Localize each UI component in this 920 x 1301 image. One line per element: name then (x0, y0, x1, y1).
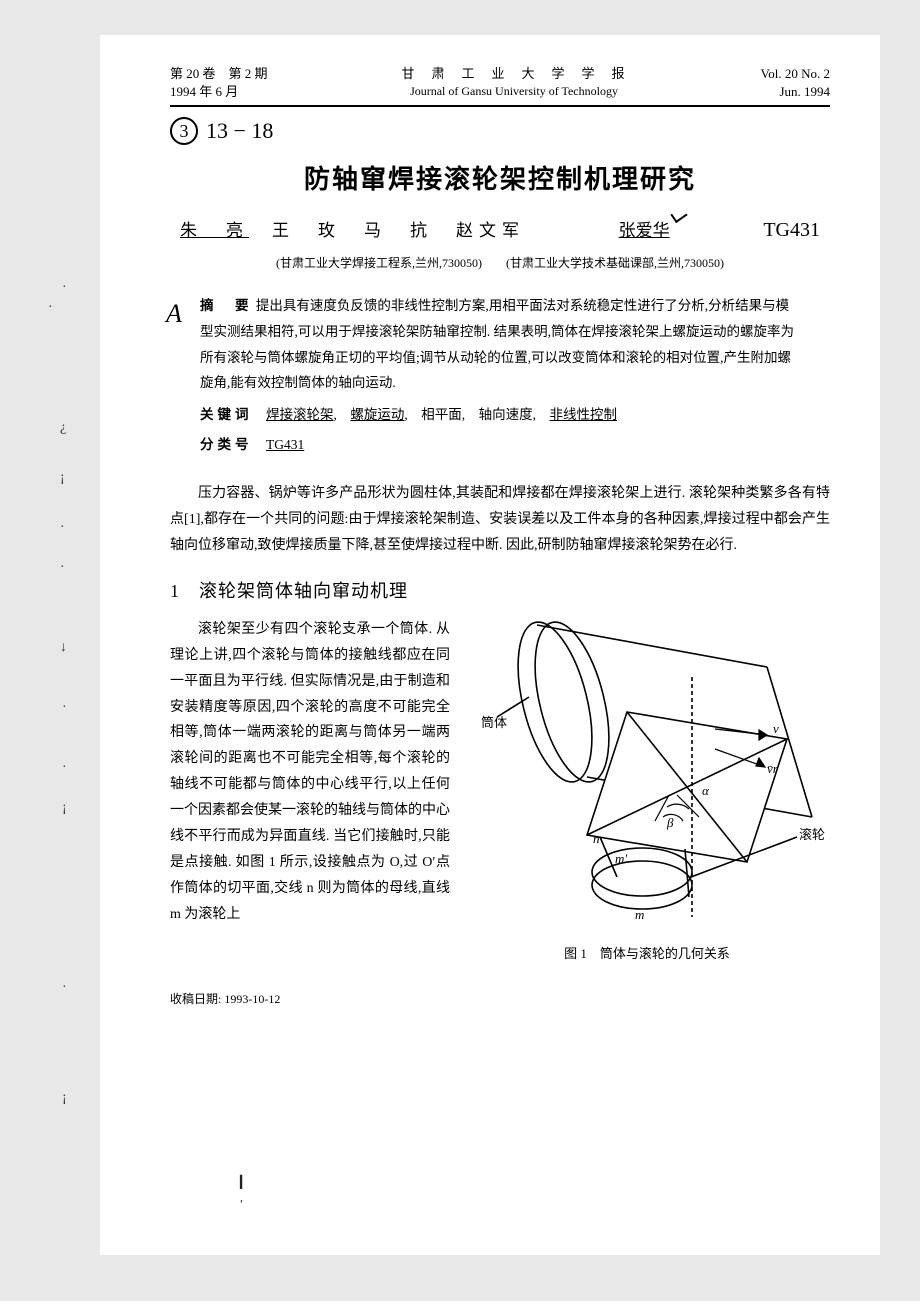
authors-rest: 王 玫 马 抗 赵文军 (249, 221, 525, 240)
foot-bar: ▎ (240, 1175, 249, 1190)
page-range-handwritten: 13 − 18 (206, 118, 273, 144)
circled-number: 3 (170, 117, 198, 145)
footer-marks: ▎ , (240, 1175, 249, 1205)
fig-sym-n: n (593, 831, 600, 846)
kw-4: 轴向速度 (479, 407, 533, 422)
fig-sym-v: v (773, 721, 779, 736)
left-text-column: 滚轮架至少有四个滚轮支承一个筒体. 从理论上讲,四个滚轮与筒体的接触线都应在同一… (170, 617, 450, 962)
two-column-area: 滚轮架至少有四个滚轮支承一个筒体. 从理论上讲,四个滚轮与筒体的接触线都应在同一… (170, 617, 830, 962)
fig-sym-mp: m′ (615, 851, 627, 866)
classification-label: 分类号 (200, 437, 253, 452)
paper-title: 防轴窜焊接滚轮架控制机理研究 (170, 159, 830, 196)
section-title: 滚轮架筒体轴向窜动机理 (199, 581, 408, 601)
authors-main: 朱 亮 王 玫 马 抗 赵文军 (180, 216, 525, 241)
vol-issue-en: Vol. 20 No. 2 (761, 65, 830, 83)
fig-sym-alpha: α (702, 783, 710, 798)
figure-caption: 图 1 筒体与滚轮的几何关系 (564, 943, 730, 962)
handwritten-row: 3 13 − 18 (170, 117, 830, 145)
abstract-label: 摘 要 (200, 298, 253, 313)
header-left: 第 20 卷 第 2 期 1994 年 6 月 (170, 65, 268, 101)
abstract-block: A 摘 要 提出具有速度负反馈的非线性控制方案,用相平面法对系统稳定性进行了分析… (200, 293, 800, 457)
running-header: 第 20 卷 第 2 期 1994 年 6 月 甘 肃 工 业 大 学 学 报 … (170, 65, 830, 107)
journal-cn: 甘 肃 工 业 大 学 学 报 (402, 65, 627, 83)
received-date: 收稿日期: 1993-10-12 (170, 990, 830, 1007)
scan-edge-noise: · · ¿ ¡ · · ↓ · · ¡ · ¡ (0, 0, 100, 1301)
fig-label-body: 筒体 (481, 715, 507, 730)
section-paragraph: 滚轮架至少有四个滚轮支承一个筒体. 从理论上讲,四个滚轮与筒体的接触线都应在同一… (170, 617, 450, 928)
classification-code: TG431 (266, 437, 304, 452)
kw-1: 焊接滚轮架 (266, 407, 334, 422)
section-heading: 1 滚轮架筒体轴向窜动机理 (170, 577, 830, 603)
fig-label-roller: 滚轮 (799, 827, 825, 842)
handwritten-letter-a: A (166, 289, 182, 338)
intro-paragraph: 压力容器、锅炉等许多产品形状为圆柱体,其装配和焊接都在焊接滚轮架上进行. 滚轮架… (170, 481, 830, 559)
intro-text: 压力容器、锅炉等许多产品形状为圆柱体,其装配和焊接都在焊接滚轮架上进行. 滚轮架… (170, 481, 830, 559)
fig-sym-m: m (635, 907, 644, 922)
journal-en: Journal of Gansu University of Technolog… (402, 83, 627, 100)
author-zhang-aihua: 张爱华 (619, 216, 670, 241)
section-number: 1 (170, 581, 180, 601)
figure-1-svg: 筒体 滚轮 v v̄r α β n m m′ (467, 617, 827, 937)
authors-row: 朱 亮 王 玫 马 抗 赵文军 张爱华 TG431 (170, 216, 830, 242)
kw-3: 相平面 (421, 407, 462, 422)
figure-column: 筒体 滚轮 v v̄r α β n m m′ 图 1 筒体与滚轮的几何关系 (464, 617, 830, 962)
date-en: Jun. 1994 (761, 83, 830, 101)
fig-sym-vr: v̄r (767, 761, 779, 776)
keywords-line: 关键词 焊接滚轮架, 螺旋运动, 相平面, 轴向速度, 非线性控制 (200, 402, 800, 428)
date-cn: 1994 年 6 月 (170, 83, 268, 101)
page: 第 20 卷 第 2 期 1994 年 6 月 甘 肃 工 业 大 学 学 报 … (100, 35, 880, 1255)
foot-dot: , (240, 1190, 249, 1205)
header-center: 甘 肃 工 业 大 学 学 报 Journal of Gansu Univers… (402, 65, 627, 100)
vol-issue-cn: 第 20 卷 第 2 期 (170, 65, 268, 83)
fig-sym-beta: β (666, 815, 674, 830)
class-code-handwritten: TG431 (763, 219, 820, 242)
header-right: Vol. 20 No. 2 Jun. 1994 (761, 65, 830, 101)
kw-5: 非线性控制 (550, 407, 618, 422)
abstract-text: 提出具有速度负反馈的非线性控制方案,用相平面法对系统稳定性进行了分析,分析结果与… (200, 298, 794, 390)
author-zhu-liang: 朱 亮 (180, 221, 249, 240)
kw-2: 螺旋运动 (350, 407, 404, 422)
classification-line: 分类号 TG431 (200, 432, 800, 458)
keywords-label: 关键词 (200, 407, 253, 422)
affiliations: (甘肃工业大学焊接工程系,兰州,730050) (甘肃工业大学技术基础课部,兰州… (170, 254, 830, 271)
